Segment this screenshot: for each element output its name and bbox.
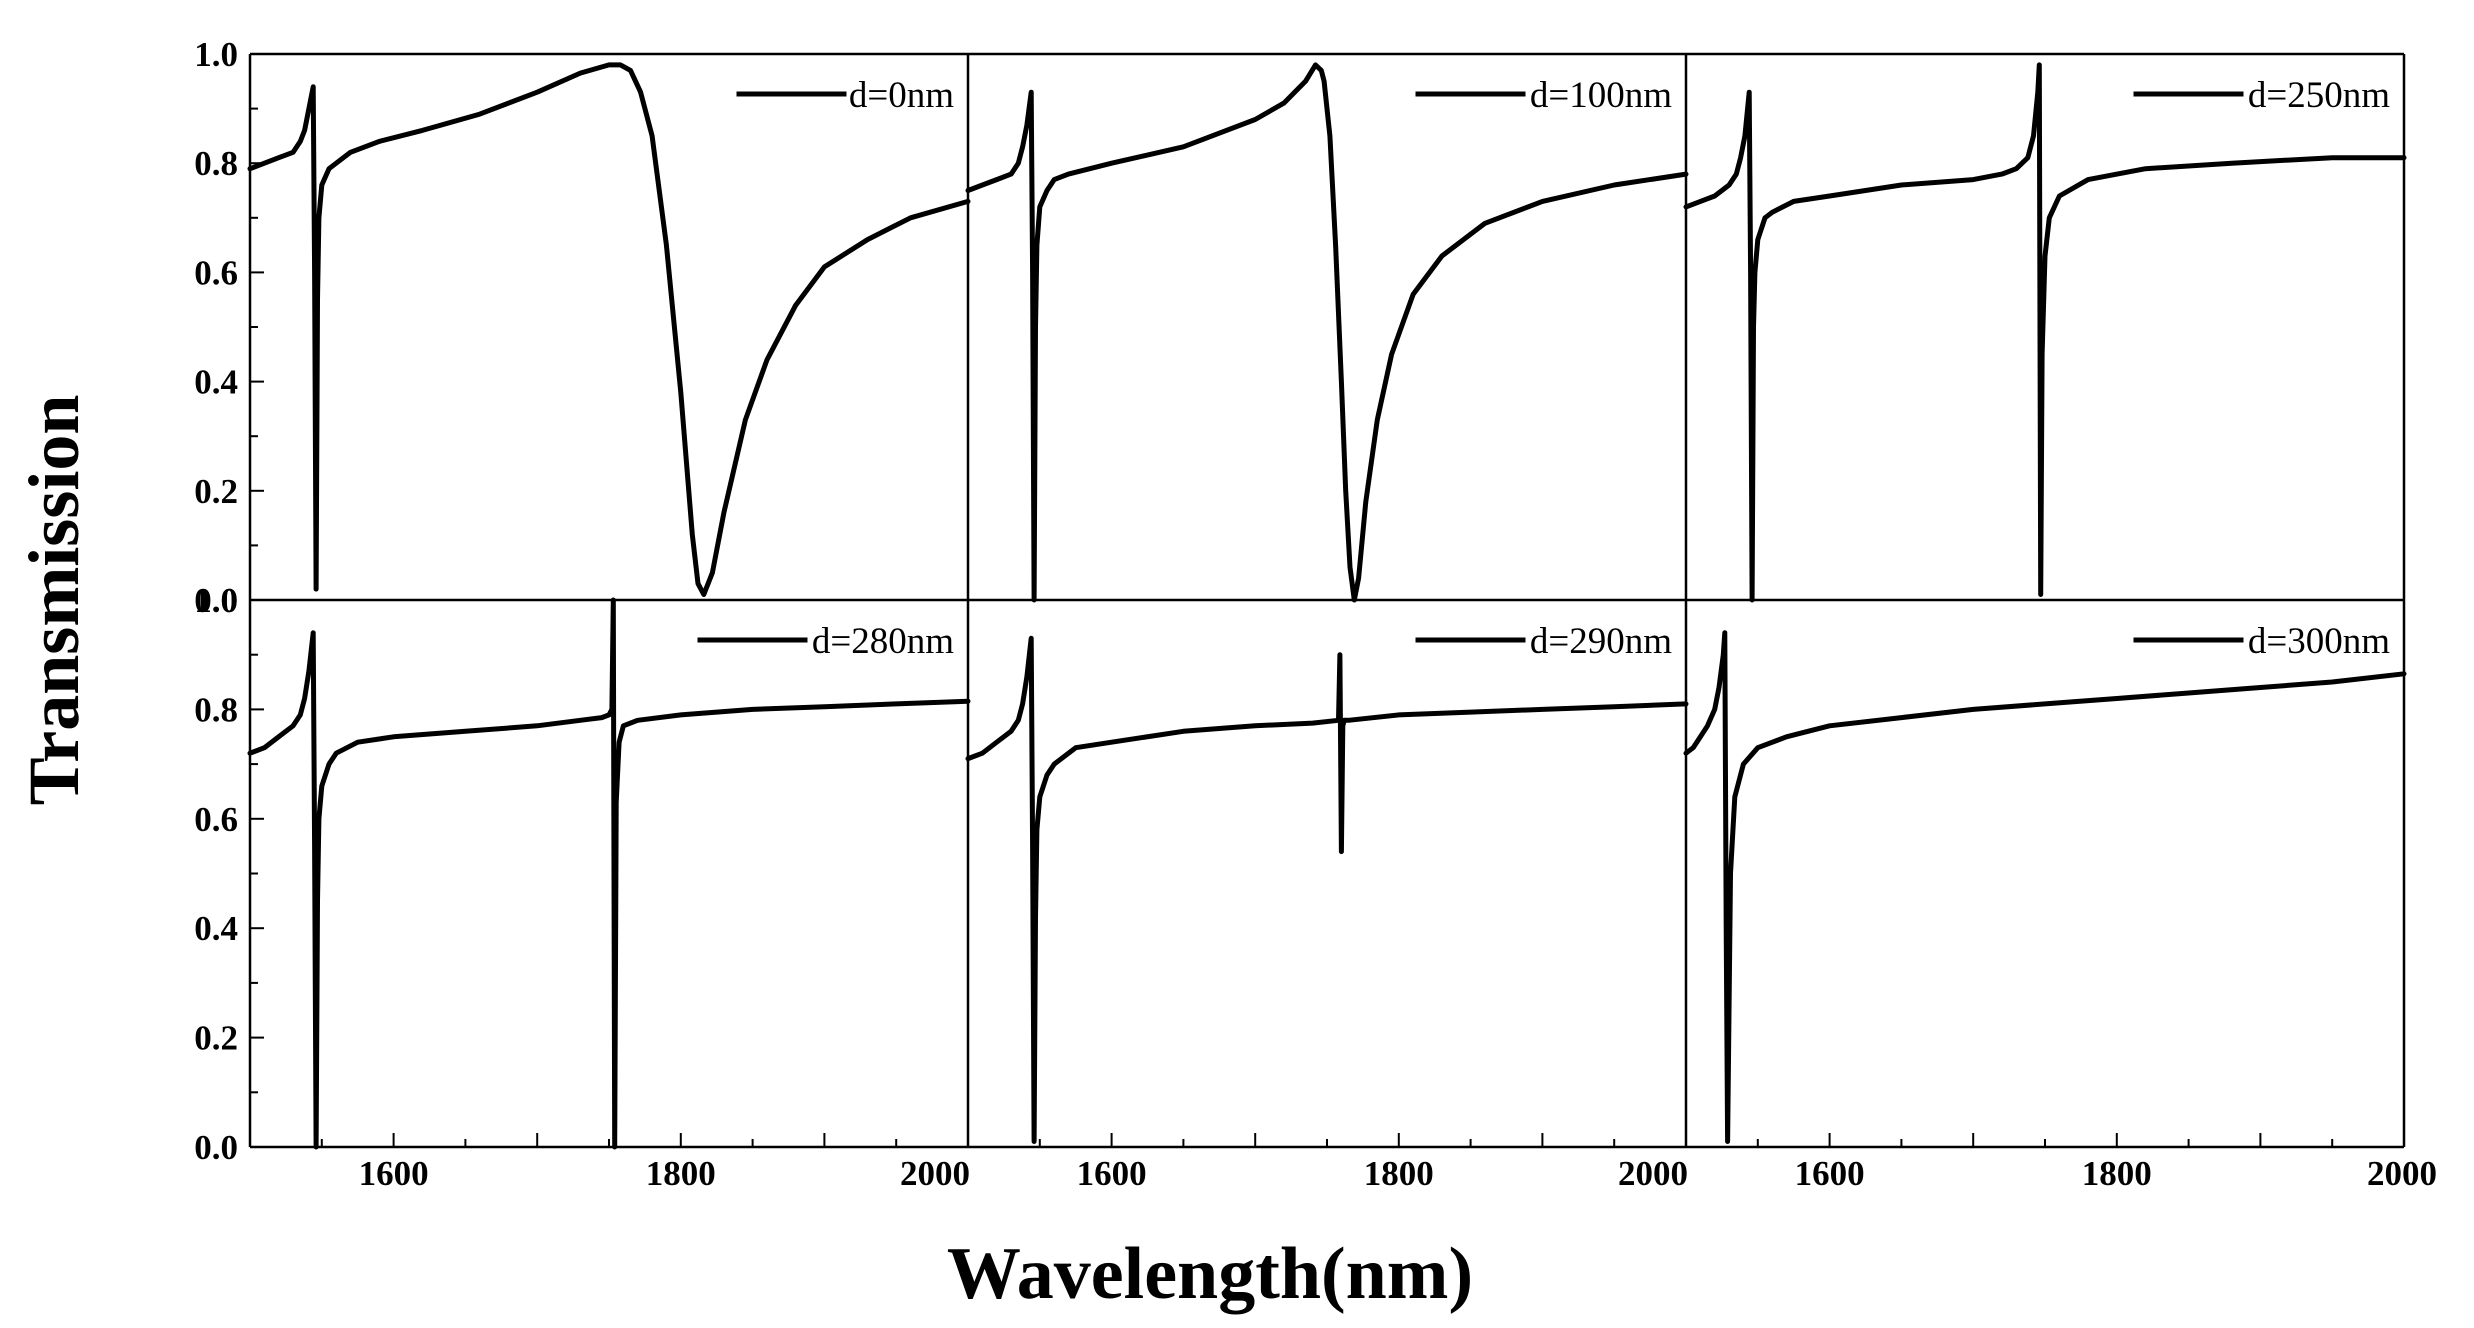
y-tick-label: 0.2 [194,1019,238,1058]
y-tick-label: 0.8 [194,690,238,729]
x-tick-label: 1800 [2082,1154,2152,1193]
y-tick-label: 0.0 [194,581,238,620]
y-tick-label: 0.0 [194,1128,238,1167]
panel: d=0nm [247,62,971,597]
y-tick-label: 0.8 [194,144,238,183]
x-tick-label: 1800 [1364,1154,1434,1193]
x-tick-label: 2000 [2367,1154,2437,1193]
x-tick-label: 2000 [900,1154,970,1193]
y-tick-label: 0.6 [194,253,238,292]
plot-area: 0.00.20.40.60.81.00.00.20.40.60.81.01600… [194,35,2437,1193]
y-tick-label: 0.4 [194,363,238,402]
series-line [965,635,1689,1144]
y-tick-label: 0.6 [194,800,238,839]
panel: d=100nm [965,62,1689,603]
series-line [247,62,971,597]
x-tick-label: 1600 [1077,1154,1147,1193]
legend-label: d=100nm [1530,75,1672,116]
x-tick-label: 1800 [646,1154,716,1193]
y-tick-label: 0.2 [194,472,238,511]
panel: d=280nm [247,597,971,1150]
legend-label: d=250nm [2248,75,2390,116]
panel: d=250nm [1683,62,2407,603]
panel: d=290nm [965,621,1689,1144]
y-tick-label: 1.0 [194,581,238,620]
x-tick-label: 1600 [1795,1154,1865,1193]
x-axis-ticks: 1600 1800 2000 1600 1800 2000 1600 1800 2000 [249,1133,2437,1193]
series-line [1683,62,2407,603]
series-line [965,62,1689,603]
series-line [1683,630,2407,1144]
panel: d=300nm [1683,621,2407,1144]
x-tick-label: 2000 [1618,1154,1688,1193]
x-axis-title: Wavelength(nm) [947,1233,1473,1315]
legend-label: d=300nm [2248,621,2390,662]
legend-label: d=280nm [812,621,954,662]
legend-label: d=0nm [849,75,954,116]
y-tick-label: 1.0 [194,35,238,74]
y-axis-ticks: 0.00.20.40.60.81.00.00.20.40.60.81.0 [194,35,264,1167]
legend-label: d=290nm [1530,621,1672,662]
y-tick-label: 0.4 [194,909,238,948]
series-line [247,597,971,1150]
y-axis-title: Transmission [14,395,94,806]
x-tick-label: 1600 [359,1154,429,1193]
